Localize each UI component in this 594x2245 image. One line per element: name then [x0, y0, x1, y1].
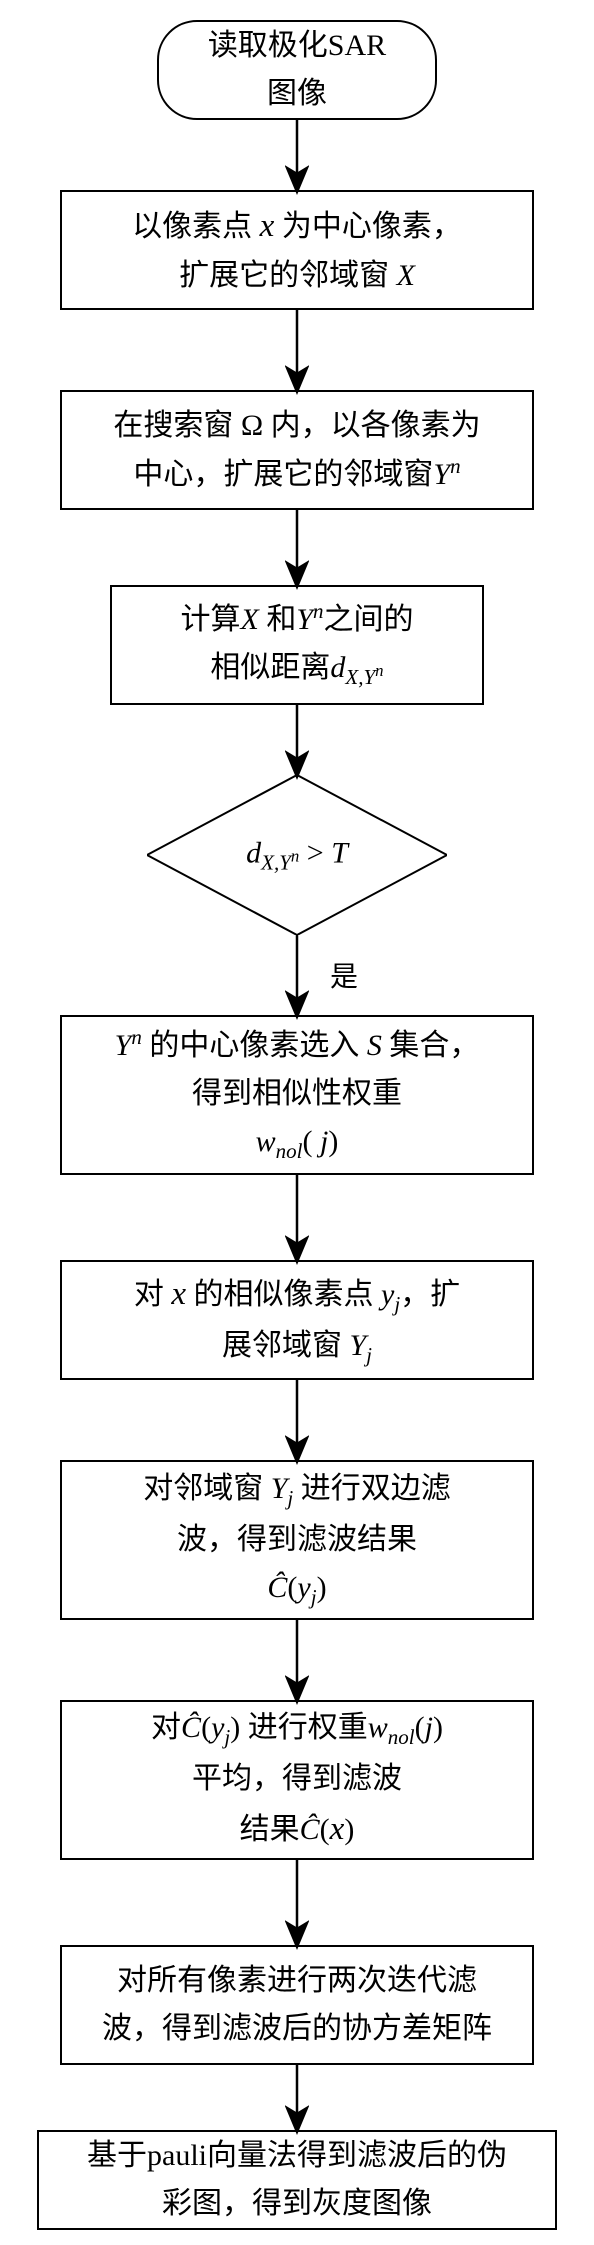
- node-start: 读取极化SAR 图像: [157, 20, 437, 120]
- node-step9: 对Ĉ(yj) 进行权重wnol(j)平均，得到滤波结果Ĉ(x): [60, 1700, 534, 1860]
- node-step6: Yn 的中心像素选入 S 集合，得到相似性权重wnol( j): [60, 1015, 534, 1175]
- n11-line1: 基于pauli向量法得到滤波后的伪: [87, 2139, 507, 2172]
- arrow-6: [285, 1368, 309, 1472]
- node-step2: 以像素点 x 为中心像素，扩展它的邻域窗 X: [60, 190, 534, 310]
- arrow-2: [285, 498, 309, 597]
- n11-line2: 彩图，得到灰度图像: [162, 2187, 432, 2220]
- n9-content: 对Ĉ(yj) 进行权重wnol(j)平均，得到滤波结果Ĉ(x): [151, 1704, 443, 1855]
- node-step8: 对邻域窗 Yj 进行双边滤波，得到滤波结果Ĉ(yj): [60, 1460, 534, 1620]
- node-step7: 对 x 的相似像素点 yj，扩展邻域窗 Yj: [60, 1260, 534, 1380]
- arrow-5: [285, 1163, 309, 1272]
- node-step10: 对所有像素进行两次迭代滤 波，得到滤波后的协方差矩阵: [60, 1945, 534, 2065]
- n6-content: Yn 的中心像素选入 S 集合，得到相似性权重wnol( j): [115, 1021, 480, 1169]
- n8-content: 对邻域窗 Yj 进行双边滤波，得到滤波结果Ĉ(yj): [143, 1465, 451, 1614]
- node-step3: 在搜索窗 Ω 内，以各像素为中心，扩展它的邻域窗Yn: [60, 390, 534, 510]
- arrow-7: [285, 1608, 309, 1712]
- arrow-1: [285, 298, 309, 402]
- n3-content: 在搜索窗 Ω 内，以各像素为中心，扩展它的邻域窗Yn: [113, 402, 480, 499]
- arrow-9: [285, 2053, 309, 2142]
- n10-line2: 波，得到滤波后的协方差矩阵: [102, 2012, 492, 2045]
- arrow-3: [285, 693, 309, 787]
- n4-content: 计算X 和Yn之间的相似距离dX,Yn: [180, 595, 413, 695]
- n10-line1: 对所有像素进行两次迭代滤: [117, 1964, 477, 1997]
- edge-label-yes: 是: [330, 955, 358, 995]
- n7-content: 对 x 的相似像素点 yj，扩展邻域窗 Yj: [134, 1268, 460, 1372]
- node-decision: dX,Yn > T: [147, 775, 447, 935]
- node-step11: 基于pauli向量法得到滤波后的伪 彩图，得到灰度图像: [37, 2130, 557, 2230]
- arrow-8: [285, 1848, 309, 1957]
- arrow-0: [285, 108, 309, 202]
- n5-content: dX,Yn > T: [246, 832, 348, 877]
- n1-line2: 图像: [267, 77, 327, 110]
- arrow-4: [285, 923, 309, 1027]
- n2-content: 以像素点 x 为中心像素，扩展它的邻域窗 X: [132, 200, 462, 301]
- node-step4: 计算X 和Yn之间的相似距离dX,Yn: [110, 585, 484, 705]
- flowchart-container: 读取极化SAR 图像 以像素点 x 为中心像素，扩展它的邻域窗 X 在搜索窗 Ω…: [0, 0, 594, 2245]
- n1-line1: 读取极化SAR: [208, 29, 386, 62]
